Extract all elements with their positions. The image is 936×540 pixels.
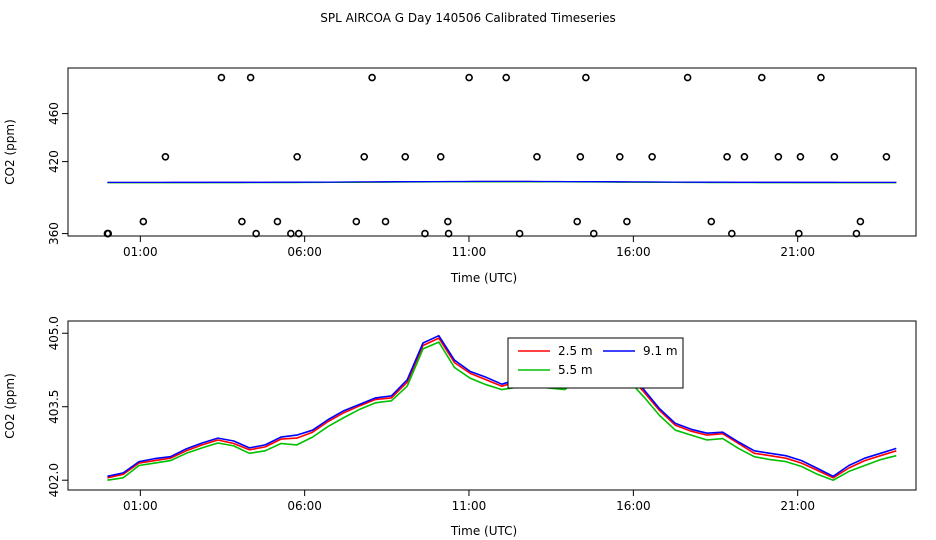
bottom-x-tick-label: 21:00 <box>780 499 815 513</box>
top-y-tick-label: 460 <box>47 102 61 125</box>
top-data-point <box>728 229 736 238</box>
top-data-point <box>381 217 390 226</box>
top-data-point <box>401 153 410 161</box>
bottom-x-tick-label: 01:00 <box>123 499 158 513</box>
legend-label: 2.5 m <box>558 344 593 358</box>
top-data-point <box>252 229 260 238</box>
top-data-point <box>817 73 825 82</box>
top-data-point <box>573 217 581 226</box>
top-data-point <box>882 153 891 161</box>
top-y-tick-label: 420 <box>47 150 61 173</box>
top-series-line <box>107 180 897 184</box>
top-data-point <box>294 229 303 238</box>
top-data-point <box>360 153 369 161</box>
top-data-point <box>648 153 656 161</box>
top-data-point <box>774 153 783 161</box>
top-data-point <box>589 229 598 238</box>
top-x-tick-label: 01:00 <box>123 245 158 259</box>
top-data-point <box>161 153 170 161</box>
legend-box <box>507 337 684 389</box>
top-data-point <box>217 73 226 82</box>
top-data-point <box>582 73 590 82</box>
top-data-point <box>757 73 766 82</box>
top-data-point <box>238 217 246 226</box>
bottom-x-tick-label: 06:00 <box>287 499 322 513</box>
top-data-point <box>707 217 716 226</box>
bottom-series-line <box>107 337 897 479</box>
top-data-point <box>421 229 429 238</box>
top-data-point <box>352 217 361 226</box>
bottom-x-tick-label: 11:00 <box>452 499 487 513</box>
top-data-point <box>436 153 445 161</box>
legend-label: 5.5 m <box>558 363 593 377</box>
top-panel: 01:00 06:00 11:00 16:00 21:00 360 420 460 Time … <box>3 67 917 285</box>
top-data-point <box>293 153 301 161</box>
bottom-y-tick-label: 402.0 <box>47 463 61 497</box>
top-data-point <box>683 73 692 82</box>
top-data-point <box>368 73 376 82</box>
top-data-point <box>852 229 861 238</box>
top-data-point <box>623 217 631 226</box>
bottom-x-axis-title: Time (UTC) <box>450 524 517 538</box>
top-data-point <box>465 73 473 82</box>
top-data-point <box>796 153 805 161</box>
top-data-point <box>795 229 803 238</box>
legend: 2.5 m 5.5 m 9.1 m <box>507 337 684 389</box>
top-data-point <box>444 217 452 226</box>
bottom-y-axis-title: CO2 (ppm) <box>3 373 17 439</box>
bottom-axis-ticks: 01:00 06:00 11:00 16:00 21:00 402.0 403.5 405.0 <box>47 316 815 513</box>
bottom-series-line <box>107 334 897 478</box>
top-data-point <box>515 229 524 238</box>
top-x-tick-label: 06:00 <box>287 245 322 259</box>
top-data-point <box>444 229 453 238</box>
top-data-point <box>830 153 839 161</box>
bottom-y-tick-label: 403.5 <box>47 390 61 424</box>
top-plot-area <box>103 73 897 238</box>
top-y-axis-title: CO2 (ppm) <box>3 119 17 185</box>
bottom-panel: 01:00 06:00 11:00 16:00 21:00 402.0 403.5 405.0… <box>3 316 917 538</box>
top-x-tick-label: 21:00 <box>780 245 815 259</box>
top-y-tick-label: 360 <box>47 222 61 245</box>
bottom-series-line <box>107 341 897 482</box>
top-data-point <box>104 229 113 238</box>
top-data-point <box>576 153 585 161</box>
top-data-point <box>615 153 624 161</box>
legend-label: 9.1 m <box>643 344 678 358</box>
top-data-point <box>246 73 255 82</box>
top-data-point <box>723 153 731 161</box>
page-title: SPL AIRCOA G Day 140506 Calibrated Times… <box>320 11 615 25</box>
bottom-plot-frame <box>67 320 917 491</box>
top-x-tick-label: 11:00 <box>452 245 487 259</box>
bottom-y-tick-label: 405.0 <box>47 316 61 350</box>
top-axis-ticks: 01:00 06:00 11:00 16:00 21:00 360 420 460 <box>47 102 815 259</box>
top-x-axis-title: Time (UTC) <box>450 271 517 285</box>
top-data-point <box>533 153 541 161</box>
top-x-tick-label: 16:00 <box>616 245 651 259</box>
top-plot-frame <box>67 67 917 237</box>
top-data-point <box>287 229 295 238</box>
top-data-point <box>856 217 865 226</box>
top-data-point <box>273 217 282 226</box>
top-data-point <box>502 73 510 82</box>
top-data-point <box>740 153 749 161</box>
bottom-plot-area <box>107 334 897 482</box>
top-data-point <box>139 217 148 226</box>
bottom-x-tick-label: 16:00 <box>616 499 651 513</box>
